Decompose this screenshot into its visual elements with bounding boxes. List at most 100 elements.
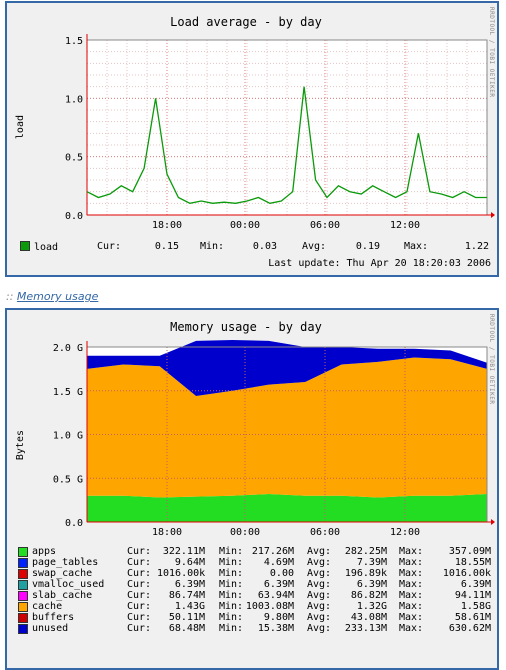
memory-min-label: Min: [219, 579, 244, 590]
memory-chart: 0.0 0.5 G 1.0 G 1.5 G 2.0 G 18:00 00:00 06:00 12… [53, 340, 495, 538]
memory-avg-label: Avg: [307, 590, 332, 601]
memory-min-label: Min: [219, 557, 244, 568]
memory-max-label: Max: [399, 623, 424, 634]
memory-x-tick-label: 06:00 [310, 527, 340, 538]
load-x-arrow [491, 212, 495, 218]
memory-usage-link-row: :: Memory usage [6, 290, 98, 303]
memory-legend-swatch [18, 624, 28, 634]
memory-max-value: 58.61M [454, 612, 491, 623]
load-max-value: 1.22 [464, 241, 489, 252]
memory-avg-label: Avg: [307, 546, 332, 557]
memory-max-label: Max: [399, 579, 424, 590]
memory-max-value: 94.11M [454, 590, 491, 601]
memory-x-tick-label: 18:00 [152, 527, 182, 538]
memory-legend-name: apps [32, 546, 57, 557]
memory-min-value: 63.94M [257, 590, 294, 601]
memory-legend-name: buffers [32, 612, 75, 623]
memory-y-tick-label: 0.0 [65, 518, 83, 529]
load-min-value: 0.03 [252, 241, 277, 252]
memory-cur-value: 68.48M [168, 623, 205, 634]
memory-max-value: 1016.00k [442, 568, 491, 579]
memory-legend-swatch [18, 591, 28, 601]
memory-area-unused [87, 340, 487, 396]
memory-avg-label: Avg: [307, 579, 332, 590]
load-y-tick-label: 1.0 [65, 94, 83, 105]
memory-min-value: 1003.08M [245, 601, 294, 612]
memory-cur-value: 86.74M [168, 590, 205, 601]
memory-max-label: Max: [399, 601, 424, 612]
memory-y-tick-label: 0.5 G [53, 474, 83, 485]
memory-min-label: Min: [219, 590, 244, 601]
memory-max-label: Max: [399, 546, 424, 557]
memory-min-label: Min: [219, 612, 244, 623]
memory-min-value: 9.80M [263, 612, 294, 623]
memory-cur-label: Cur: [127, 579, 152, 590]
load-graph-title: Load average - by day [170, 15, 322, 29]
memory-cur-label: Cur: [127, 601, 152, 612]
memory-cur-label: Cur: [127, 623, 152, 634]
load-graph-panel: Load average - by day RRDTOOL / TOBI OET… [5, 1, 499, 277]
memory-cur-value: 1.43G [174, 601, 205, 612]
memory-min-value: 0.00 [269, 568, 294, 579]
load-legend-row: load [20, 241, 58, 253]
memory-cur-label: Cur: [127, 557, 152, 568]
memory-legend-name: unused [32, 623, 69, 634]
load-chart: 0.0 0.5 1.0 1.5 18:00 00:00 06:00 12:00 [65, 34, 495, 231]
memory-y-tick-label: 2.0 G [53, 343, 83, 354]
load-series-line [86, 86, 487, 204]
memory-min-label: Min: [219, 601, 244, 612]
memory-y-tick-label: 1.5 G [53, 387, 83, 398]
memory-legend-swatch [18, 558, 28, 568]
memory-avg-value: 282.25M [344, 546, 387, 557]
memory-max-value: 630.62M [448, 623, 491, 634]
memory-min-value: 15.38M [257, 623, 294, 634]
memory-cur-label: Cur: [127, 590, 152, 601]
last-update-text: Last update: Thu Apr 20 18:20:03 2006 [268, 258, 491, 269]
load-avg-value: 0.19 [355, 241, 380, 252]
memory-legend-name: page_tables [32, 557, 99, 568]
memory-cur-value: 322.11M [162, 546, 205, 557]
load-x-tick-label: 00:00 [230, 220, 260, 231]
load-cur-label: Cur: [97, 241, 122, 252]
memory-avg-value: 1.32G [356, 601, 387, 612]
memory-max-label: Max: [399, 557, 424, 568]
memory-legend-swatch [18, 547, 28, 557]
memory-area-cache [87, 357, 487, 498]
memory-max-value: 357.09M [448, 546, 491, 557]
memory-avg-value: 86.82M [350, 590, 387, 601]
memory-avg-label: Avg: [307, 623, 332, 634]
memory-avg-label: Avg: [307, 601, 332, 612]
load-y-tick-label: 1.5 [65, 36, 83, 47]
memory-x-tick-label: 12:00 [390, 527, 420, 538]
memory-area-apps [87, 494, 487, 522]
memory-max-value: 18.55M [454, 557, 491, 568]
memory-min-label: Min: [219, 568, 244, 579]
memory-max-label: Max: [399, 612, 424, 623]
memory-min-value: 6.39M [263, 579, 294, 590]
memory-max-label: Max: [399, 590, 424, 601]
memory-legend-name: slab_cache [32, 590, 93, 601]
memory-cur-value: 50.11M [168, 612, 205, 623]
memory-min-value: 217.26M [251, 546, 294, 557]
memory-legend-swatch [18, 613, 28, 623]
memory-avg-value: 7.39M [356, 557, 387, 568]
load-y-tick-label: 0.0 [65, 211, 83, 222]
rrdtool-credit-memory: RRDTOOL / TOBI OETIKER [488, 314, 495, 405]
memory-max-value: 6.39M [460, 579, 491, 590]
memory-avg-label: Avg: [307, 612, 332, 623]
load-legend-name: load [34, 242, 59, 253]
load-x-tick-label: 18:00 [152, 220, 182, 231]
memory-min-value: 4.69M [263, 557, 294, 568]
memory-avg-value: 43.08M [350, 612, 387, 623]
memory-avg-label: Avg: [307, 557, 332, 568]
load-avg-label: Avg: [302, 241, 327, 252]
load-x-tick-label: 12:00 [390, 220, 420, 231]
memory-legend-name: vmalloc_used [32, 579, 105, 590]
memory-legend-swatch [18, 602, 28, 612]
load-max-label: Max: [404, 241, 429, 252]
memory-legend-name: swap_cache [32, 568, 93, 579]
load-x-tick-label: 06:00 [310, 220, 340, 231]
memory-cur-label: Cur: [127, 546, 152, 557]
memory-usage-link[interactable]: Memory usage [16, 290, 99, 303]
memory-cur-label: Cur: [127, 612, 152, 623]
